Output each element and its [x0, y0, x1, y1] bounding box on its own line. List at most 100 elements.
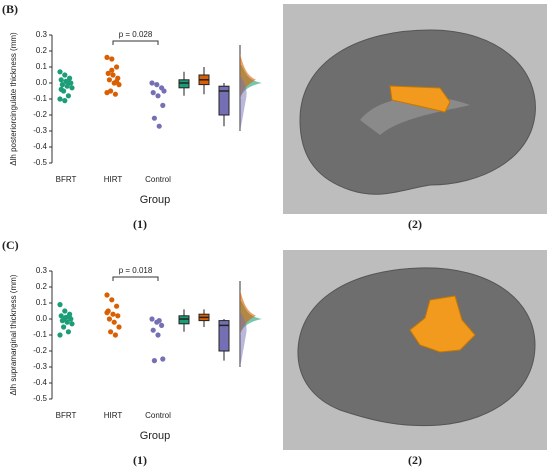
- data-point: [62, 308, 68, 314]
- data-point: [57, 302, 63, 308]
- data-point: [150, 327, 156, 333]
- y-tick-label: 0.3: [36, 30, 48, 39]
- data-point: [65, 329, 71, 335]
- y-tick-label: -0.2: [33, 110, 47, 119]
- y-tick-label: -0.3: [33, 362, 47, 371]
- data-point: [156, 123, 162, 129]
- y-tick-label: -0.3: [33, 126, 47, 135]
- data-point: [159, 322, 165, 328]
- data-point: [151, 358, 157, 364]
- data-point: [154, 82, 160, 88]
- data-point: [62, 316, 68, 322]
- data-point: [62, 72, 68, 78]
- box: [218, 85, 230, 116]
- data-point: [58, 86, 64, 92]
- annotation: p = 0.028: [119, 30, 153, 39]
- data-point: [156, 318, 162, 324]
- y-tick-label: -0.4: [33, 142, 47, 151]
- data-point: [109, 297, 115, 303]
- data-point: [108, 329, 114, 335]
- data-point: [57, 69, 63, 75]
- data-point: [105, 70, 111, 76]
- data-point: [106, 77, 112, 83]
- y-tick-label: -0.4: [33, 378, 47, 387]
- x-tick-label: Control: [145, 411, 171, 420]
- bracket: [112, 40, 159, 45]
- data-point: [112, 91, 118, 97]
- data-point: [59, 82, 65, 88]
- data-point: [114, 64, 120, 70]
- data-point: [65, 93, 71, 99]
- data-point: [58, 313, 64, 319]
- data-point: [110, 311, 116, 317]
- data-point: [160, 102, 166, 108]
- data-point: [149, 316, 155, 322]
- y-tick-label: 0.0: [36, 78, 48, 87]
- data-point: [69, 85, 75, 91]
- y-tick-label: -0.1: [33, 330, 47, 339]
- box: [218, 320, 230, 352]
- bracket: [112, 276, 159, 281]
- x-tick-label: HIRT: [104, 411, 123, 420]
- y-tick-label: 0.3: [36, 266, 48, 275]
- data-point: [114, 78, 120, 84]
- caption: (1): [133, 217, 147, 231]
- y-tick-label: 0.2: [36, 46, 48, 55]
- y-tick-label: -0.1: [33, 94, 47, 103]
- brain-image: [283, 4, 547, 214]
- data-point: [114, 303, 120, 309]
- data-point: [149, 80, 155, 86]
- data-point: [57, 332, 63, 338]
- data-point: [57, 96, 63, 102]
- data-point: [112, 332, 118, 338]
- data-point: [155, 332, 161, 338]
- data-point: [104, 90, 110, 96]
- data-point: [104, 310, 110, 316]
- data-point: [115, 313, 121, 319]
- data-point: [61, 324, 67, 330]
- y-tick-label: -0.5: [33, 158, 47, 167]
- data-point: [67, 80, 73, 86]
- caption: (2): [408, 453, 422, 467]
- data-point: [106, 316, 112, 322]
- data-point: [150, 90, 156, 96]
- y-tick-label: -0.5: [33, 394, 47, 403]
- y-axis-title: Δlh posteriorcingulate thickness (mm): [9, 32, 18, 166]
- x-tick-label: Control: [145, 175, 171, 184]
- data-point: [111, 319, 117, 325]
- data-point: [151, 115, 157, 121]
- data-point: [110, 72, 116, 78]
- data-point: [58, 77, 64, 83]
- y-axis-title: Δlh supramarginal thickness (mm): [9, 274, 18, 395]
- data-point: [67, 75, 73, 81]
- box: [178, 79, 190, 89]
- data-point: [62, 98, 68, 104]
- annotation: p = 0.018: [119, 266, 153, 275]
- data-point: [104, 54, 110, 61]
- density: [240, 75, 247, 131]
- x-axis-title: Group: [140, 430, 171, 442]
- data-point: [67, 314, 73, 320]
- x-tick-label: HIRT: [104, 175, 123, 184]
- panel-label: (B): [2, 2, 18, 16]
- brain-image: [283, 250, 547, 450]
- data-point: [161, 88, 167, 94]
- data-point: [104, 292, 110, 298]
- caption: (1): [133, 453, 147, 467]
- box: [178, 315, 190, 325]
- data-point: [69, 321, 75, 327]
- y-tick-label: 0.1: [36, 298, 48, 307]
- panel-label: (C): [2, 238, 19, 252]
- y-tick-label: 0.0: [36, 314, 48, 323]
- data-point: [116, 324, 122, 330]
- x-tick-label: BFRT: [56, 411, 77, 420]
- x-axis-title: Group: [140, 194, 171, 206]
- y-tick-label: 0.1: [36, 62, 48, 71]
- y-tick-label: 0.2: [36, 282, 48, 291]
- caption: (2): [408, 217, 422, 231]
- data-point: [109, 56, 115, 62]
- x-tick-label: BFRT: [56, 175, 77, 184]
- data-point: [160, 356, 166, 362]
- density: [240, 311, 247, 367]
